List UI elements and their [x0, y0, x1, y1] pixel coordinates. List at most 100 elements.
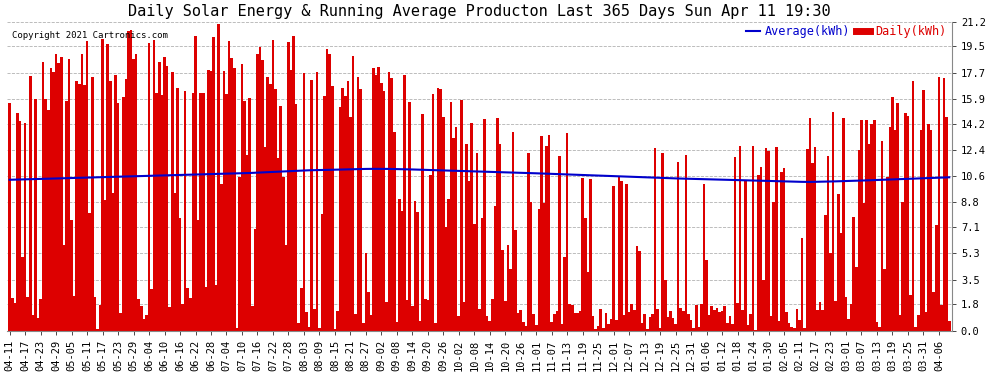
Bar: [775, 147, 777, 330]
Bar: [886, 177, 889, 330]
Bar: [279, 106, 282, 330]
Bar: [481, 218, 483, 330]
Bar: [429, 175, 432, 330]
Bar: [173, 194, 176, 330]
Bar: [687, 314, 690, 330]
Bar: [35, 99, 37, 330]
Bar: [253, 229, 256, 330]
Bar: [881, 141, 883, 330]
Bar: [220, 184, 223, 330]
Bar: [300, 288, 303, 330]
Bar: [120, 312, 122, 330]
Bar: [264, 147, 266, 330]
Bar: [150, 289, 152, 330]
Bar: [165, 66, 168, 330]
Bar: [942, 78, 945, 330]
Bar: [708, 315, 711, 330]
Bar: [904, 113, 907, 330]
Bar: [666, 317, 669, 330]
Bar: [933, 292, 935, 330]
Bar: [915, 327, 917, 330]
Bar: [331, 86, 334, 330]
Bar: [470, 123, 473, 330]
Bar: [581, 178, 584, 330]
Bar: [922, 90, 925, 330]
Bar: [416, 211, 419, 330]
Bar: [297, 323, 300, 330]
Bar: [45, 99, 48, 330]
Bar: [452, 138, 455, 330]
Bar: [42, 62, 45, 330]
Bar: [759, 167, 762, 330]
Bar: [359, 88, 362, 330]
Bar: [783, 168, 785, 330]
Bar: [486, 316, 488, 330]
Bar: [751, 146, 754, 330]
Bar: [60, 57, 62, 330]
Bar: [664, 280, 666, 330]
Bar: [525, 326, 528, 330]
Bar: [618, 176, 620, 330]
Bar: [321, 214, 324, 330]
Bar: [896, 103, 899, 330]
Bar: [731, 324, 734, 330]
Bar: [447, 199, 449, 330]
Bar: [912, 81, 915, 330]
Bar: [54, 54, 57, 330]
Bar: [133, 58, 135, 330]
Bar: [148, 43, 150, 330]
Bar: [122, 97, 125, 330]
Bar: [605, 313, 607, 330]
Bar: [171, 72, 173, 330]
Bar: [256, 54, 258, 330]
Bar: [73, 296, 75, 330]
Bar: [37, 318, 40, 330]
Bar: [369, 315, 372, 330]
Bar: [218, 24, 220, 330]
Bar: [928, 124, 930, 330]
Bar: [533, 314, 535, 330]
Bar: [917, 315, 920, 330]
Bar: [600, 309, 602, 330]
Bar: [876, 322, 878, 330]
Bar: [130, 30, 133, 330]
Bar: [179, 218, 181, 330]
Bar: [184, 91, 186, 330]
Bar: [468, 182, 470, 330]
Bar: [414, 201, 416, 330]
Bar: [940, 305, 942, 330]
Bar: [718, 312, 721, 330]
Bar: [316, 72, 318, 330]
Bar: [661, 153, 664, 330]
Bar: [269, 84, 271, 330]
Bar: [462, 302, 465, 330]
Bar: [308, 327, 311, 330]
Bar: [757, 175, 759, 330]
Bar: [225, 94, 228, 330]
Bar: [589, 179, 592, 330]
Bar: [393, 132, 396, 330]
Text: Copyright 2021 Cartronics.com: Copyright 2021 Cartronics.com: [12, 31, 167, 40]
Bar: [274, 89, 277, 330]
Bar: [852, 217, 855, 330]
Bar: [669, 311, 672, 330]
Bar: [844, 297, 847, 330]
Bar: [107, 44, 109, 330]
Bar: [809, 118, 811, 330]
Bar: [228, 41, 231, 330]
Bar: [62, 244, 65, 330]
Bar: [920, 130, 922, 330]
Bar: [835, 301, 837, 330]
Bar: [560, 324, 563, 330]
Bar: [432, 94, 435, 330]
Bar: [811, 164, 814, 330]
Bar: [512, 132, 514, 330]
Bar: [849, 304, 852, 330]
Bar: [427, 300, 429, 330]
Bar: [514, 230, 517, 330]
Bar: [96, 329, 99, 330]
Bar: [199, 93, 202, 330]
Bar: [517, 313, 520, 330]
Bar: [674, 324, 677, 330]
Bar: [847, 318, 849, 330]
